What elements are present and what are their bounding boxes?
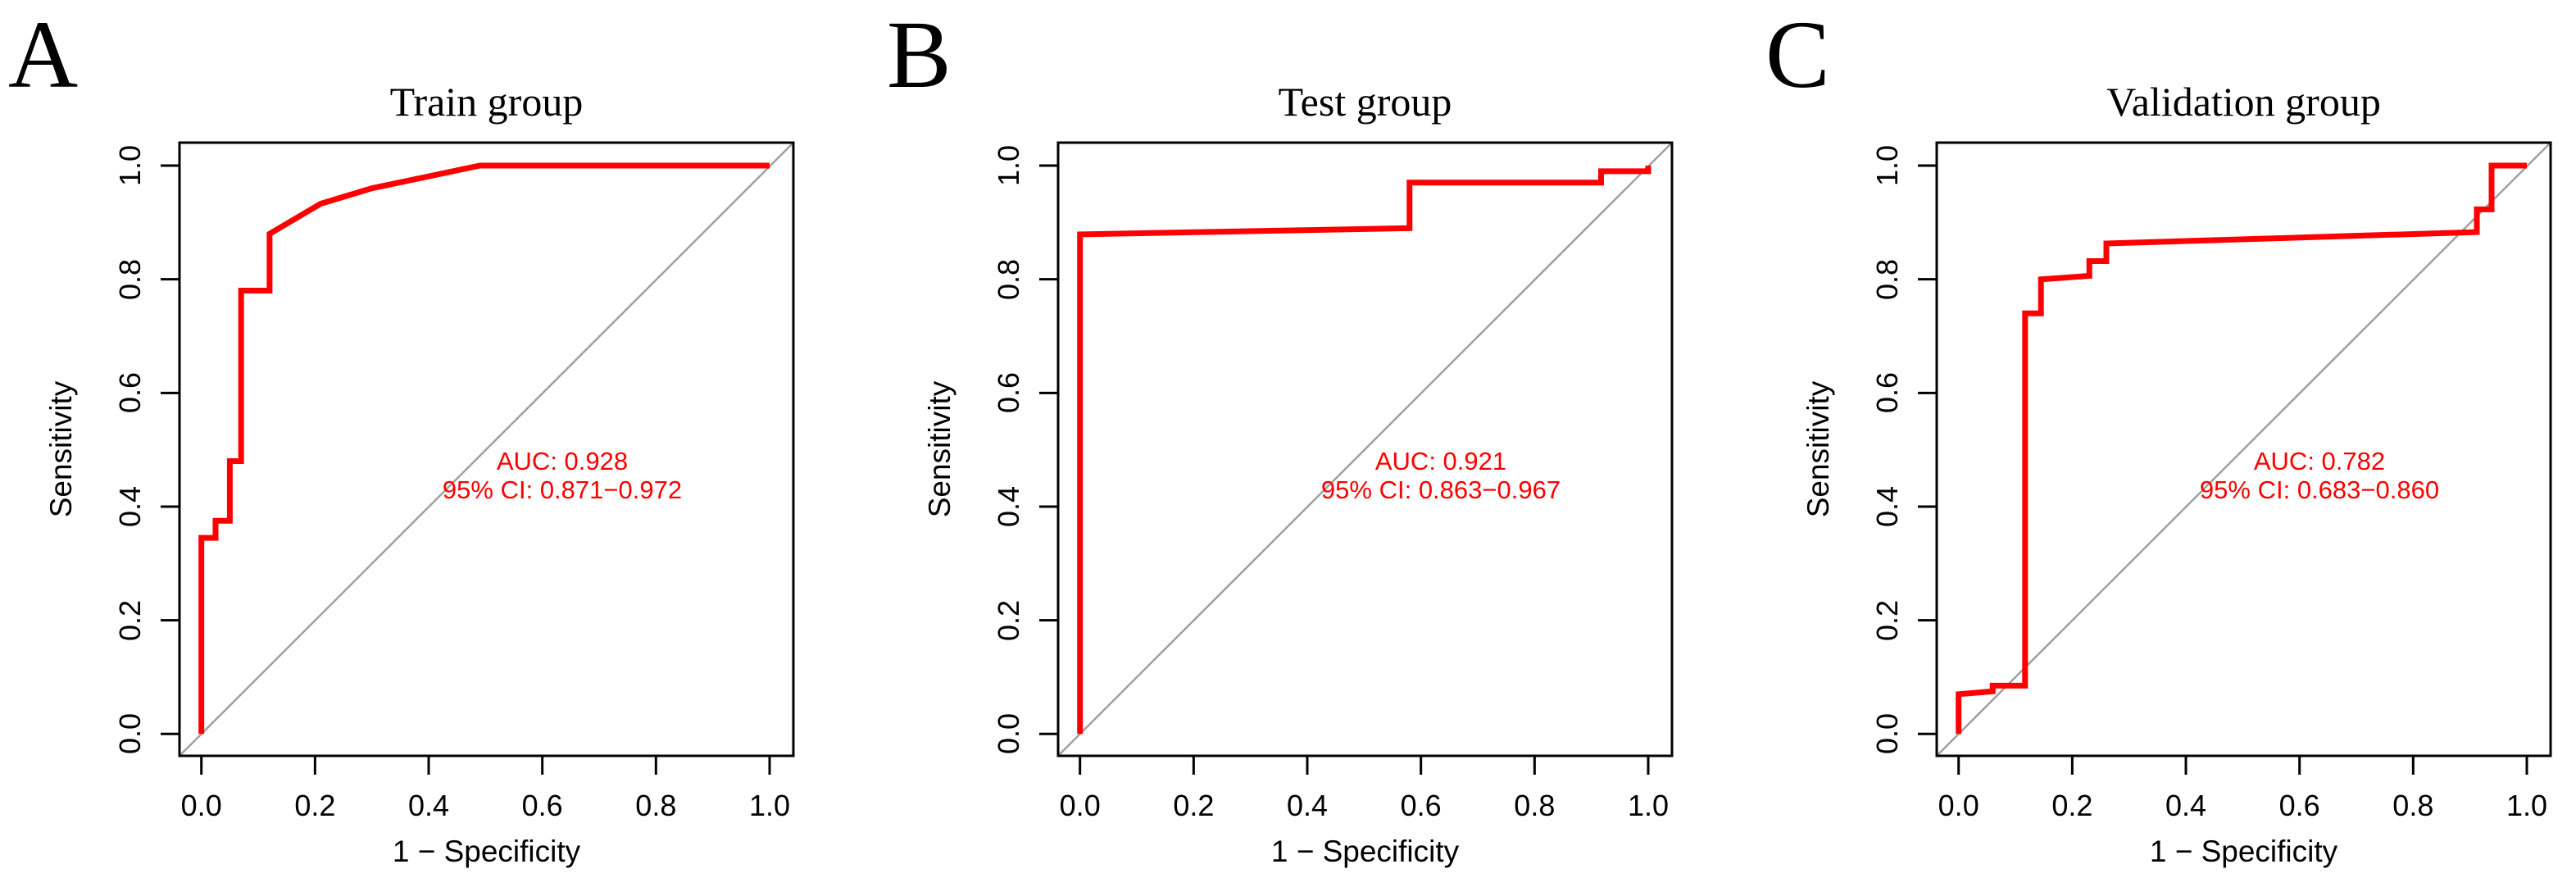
roc-curve <box>198 162 770 735</box>
panel-title: Test group <box>1278 79 1452 125</box>
y-axis-label: Sensitivity <box>44 380 78 518</box>
y-tick-label: 1.0 <box>113 144 147 187</box>
roc-panel-train: A Train group Sensitivity 1 − Specificit… <box>0 0 858 887</box>
auc-ci: 95% CI: 0.871−0.972 <box>442 475 683 504</box>
y-tick-label: 0.6 <box>1870 372 1904 414</box>
plot-box <box>1056 141 1674 757</box>
x-tick-label: 0.2 <box>1173 789 1215 822</box>
x-tick-label: 1.0 <box>1627 789 1670 822</box>
y-tick-label: 1.0 <box>992 144 1025 187</box>
roc-curve <box>1956 162 2527 735</box>
x-tick-label: 0.8 <box>1514 789 1556 822</box>
y-tick-label: 0.0 <box>992 713 1025 755</box>
plot-box <box>1935 141 2552 757</box>
y-tick-label: 0.8 <box>113 258 147 300</box>
auc-ci: 95% CI: 0.863−0.967 <box>1320 475 1561 504</box>
y-tick-label: 1.0 <box>1870 144 1904 187</box>
y-axis-label: Sensitivity <box>1801 380 1835 518</box>
y-tick-label: 0.8 <box>992 258 1025 300</box>
y-tick-label: 0.4 <box>1870 485 1904 527</box>
panel-title: Train group <box>389 79 584 125</box>
x-tick-label: 0.4 <box>407 789 450 822</box>
roc-plot-svg <box>1039 141 1674 775</box>
diagonal-reference-line <box>179 142 794 757</box>
auc-value: AUC: 0.782 <box>2253 447 2386 475</box>
roc-plot-svg <box>1918 141 2552 775</box>
y-tick-label: 0.2 <box>992 599 1025 641</box>
x-axis-label: 1 − Specificity <box>1270 835 1460 868</box>
y-tick-label: 0.0 <box>1870 713 1904 755</box>
roc-panel-test: B Test group Sensitivity 1 − Specificity… <box>879 0 1737 887</box>
x-tick-label: 0.8 <box>635 789 677 822</box>
panel-letter: C <box>1765 1 1830 108</box>
diagonal-reference-line <box>1057 142 1673 757</box>
y-tick-label: 0.4 <box>113 485 147 527</box>
x-tick-label: 0.2 <box>2051 789 2093 822</box>
y-tick-label: 0.6 <box>113 372 147 414</box>
roc-plot-svg <box>161 141 795 775</box>
x-tick-label: 1.0 <box>2506 789 2548 822</box>
x-tick-label: 0.0 <box>1938 789 1979 822</box>
y-axis-label: Sensitivity <box>923 380 956 518</box>
x-tick-label: 1.0 <box>748 789 791 822</box>
auc-annotation: AUC: 0.782 95% CI: 0.683−0.860 <box>2200 447 2439 504</box>
panel-title: Validation group <box>2106 79 2381 125</box>
y-tick-label: 0.6 <box>992 372 1025 414</box>
x-axis-label: 1 − Specificity <box>392 835 581 868</box>
auc-ci: 95% CI: 0.683−0.860 <box>2199 475 2440 504</box>
auc-value: AUC: 0.921 <box>1374 447 1507 475</box>
x-tick-label: 0.8 <box>2392 789 2434 822</box>
x-axis-label: 1 − Specificity <box>2149 835 2338 868</box>
y-tick-label: 0.2 <box>1870 599 1904 641</box>
roc-curve <box>1077 166 1651 735</box>
y-tick-label: 0.8 <box>1870 258 1904 300</box>
x-tick-label: 0.0 <box>1059 789 1101 822</box>
diagonal-reference-line <box>1936 142 2551 757</box>
x-tick-label: 0.6 <box>521 789 563 822</box>
y-tick-label: 0.2 <box>113 599 147 641</box>
x-tick-label: 0.2 <box>294 789 336 822</box>
x-tick-label: 0.0 <box>180 789 222 822</box>
auc-annotation: AUC: 0.921 95% CI: 0.863−0.967 <box>1321 447 1561 504</box>
panel-letter: A <box>8 1 79 108</box>
plot-box <box>178 141 795 757</box>
x-tick-label: 0.4 <box>1286 789 1329 822</box>
auc-value: AUC: 0.928 <box>496 447 629 475</box>
y-tick-label: 0.4 <box>992 485 1025 527</box>
x-tick-label: 0.4 <box>2165 789 2207 822</box>
auc-annotation: AUC: 0.928 95% CI: 0.871−0.972 <box>443 447 682 504</box>
panel-letter: B <box>887 1 952 108</box>
x-tick-label: 0.6 <box>2278 789 2320 822</box>
x-tick-label: 0.6 <box>1400 789 1442 822</box>
roc-panel-validation: C Validation group Sensitivity 1 − Speci… <box>1757 0 2576 887</box>
y-tick-label: 0.0 <box>113 713 147 755</box>
